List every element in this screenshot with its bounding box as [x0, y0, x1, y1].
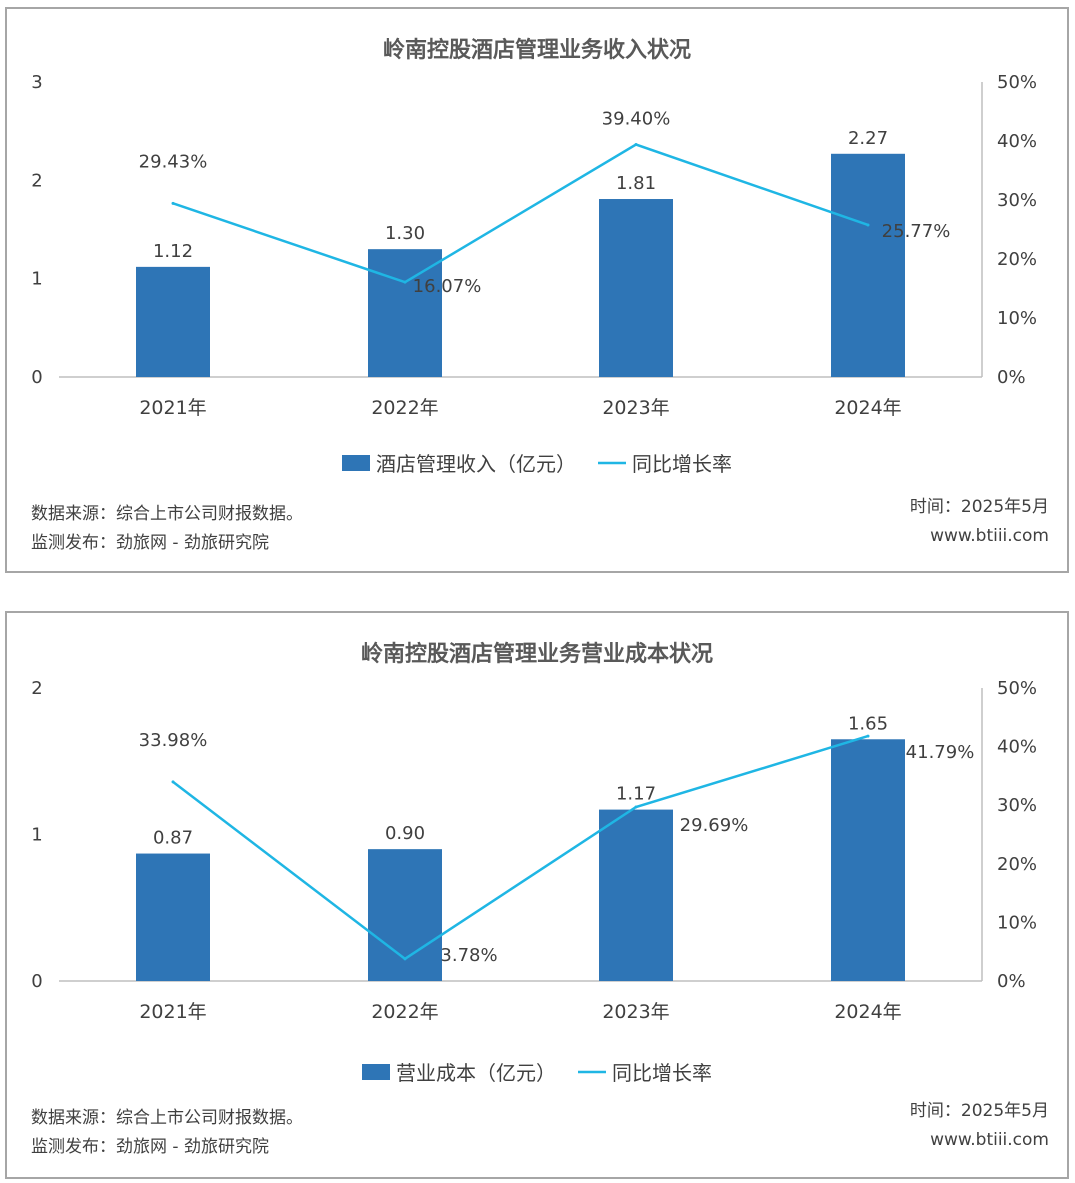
bar — [368, 849, 442, 981]
website: www.btiii.com — [930, 526, 1049, 546]
bar-data-label: 0.87 — [153, 828, 193, 849]
right-axis-tick: 20% — [997, 854, 1037, 875]
legend-line-label: 同比增长率 — [612, 1061, 712, 1085]
right-axis-tick: 50% — [997, 72, 1037, 93]
right-axis-tick: 50% — [997, 678, 1037, 699]
bar-data-label: 0.90 — [385, 823, 425, 844]
category-label: 2023年 — [602, 1001, 669, 1023]
data-source: 数据来源：综合上市公司财报数据。 — [31, 504, 303, 524]
category-label: 2024年 — [834, 1001, 901, 1023]
growth-rate-line — [172, 143, 869, 284]
growth-rate-line — [172, 734, 869, 961]
line-data-label: 25.77% — [882, 221, 951, 242]
data-source: 数据来源：综合上市公司财报数据。 — [31, 1108, 303, 1128]
right-axis-tick: 20% — [997, 249, 1037, 270]
bar-data-label: 2.27 — [848, 128, 888, 149]
right-axis-tick: 30% — [997, 190, 1037, 211]
cost-footer-right: 时间：2025年5月 www.btiii.com — [910, 1097, 1049, 1155]
bar-data-label: 1.81 — [616, 173, 656, 194]
line-data-label: 3.78% — [440, 945, 497, 966]
publish-time: 时间：2025年5月 — [909, 1101, 1049, 1121]
growth-rate-point — [866, 734, 870, 738]
chart-title: 岭南控股酒店管理业务营业成本状况 — [361, 641, 713, 667]
line-data-label: 29.69% — [680, 815, 749, 836]
revenue-chart: 岭南控股酒店管理业务收入状况01230%10%20%30%40%50%1.121… — [31, 37, 1037, 476]
bar-data-label: 1.65 — [848, 713, 888, 734]
bar — [136, 853, 210, 981]
bar-data-label: 1.30 — [385, 223, 425, 244]
revenue-footer-right: 时间：2025年5月 www.btiii.com — [910, 493, 1049, 551]
bar — [831, 739, 905, 981]
bar — [599, 809, 673, 981]
growth-rate-point — [403, 957, 407, 961]
bar — [599, 199, 673, 377]
bar-data-label: 1.17 — [616, 784, 656, 805]
right-axis-tick: 10% — [997, 912, 1037, 933]
line-data-label: 33.98% — [139, 730, 208, 751]
left-axis-tick: 2 — [31, 170, 42, 191]
cost-chart: 岭南控股酒店管理业务营业成本状况0120%10%20%30%40%50%0.87… — [31, 641, 1037, 1085]
legend-bar-label: 酒店管理收入（亿元） — [376, 452, 576, 476]
growth-rate-point — [866, 223, 870, 227]
left-axis-tick: 0 — [31, 971, 42, 992]
bar — [831, 153, 905, 377]
line-data-label: 39.40% — [602, 109, 671, 130]
left-axis-tick: 3 — [31, 72, 42, 93]
right-axis-tick: 40% — [997, 737, 1037, 758]
growth-rate-point — [403, 280, 407, 284]
legend: 酒店管理收入（亿元） 同比增长率 — [342, 452, 732, 476]
category-label: 2021年 — [139, 397, 206, 419]
category-label: 2024年 — [834, 397, 901, 419]
legend: 营业成本（亿元） 同比增长率 — [362, 1061, 712, 1085]
category-label: 2022年 — [371, 397, 438, 419]
revenue-footer-left: 数据来源：综合上市公司财报数据。 监测发布：劲旅网 - 劲旅研究院 — [31, 500, 303, 558]
legend-bar-label: 营业成本（亿元） — [396, 1061, 556, 1085]
bar-data-label: 1.12 — [153, 241, 193, 262]
left-axis-tick: 1 — [31, 269, 42, 290]
right-axis-tick: 10% — [997, 308, 1037, 329]
left-axis-tick: 0 — [31, 367, 42, 388]
growth-rate-point — [171, 201, 175, 205]
legend-line-label: 同比增长率 — [632, 452, 732, 476]
publish-time: 时间：2025年5月 — [909, 497, 1049, 517]
category-label: 2021年 — [139, 1001, 206, 1023]
legend-bar-swatch — [362, 1064, 390, 1080]
legend-bar-swatch — [342, 455, 370, 471]
category-label: 2022年 — [371, 1001, 438, 1023]
growth-rate-point — [634, 143, 638, 147]
revenue-chart-panel: 岭南控股酒店管理业务收入状况 0 1 2 3 0% 10% 20% 30% 40% 50% 1.12 1… — [5, 7, 1069, 573]
bar — [136, 266, 210, 377]
left-axis-tick: 1 — [31, 825, 42, 846]
growth-rate-point — [171, 780, 175, 784]
bar — [368, 249, 442, 377]
right-axis-tick: 40% — [997, 131, 1037, 152]
cost-footer-left: 数据来源：综合上市公司财报数据。 监测发布：劲旅网 - 劲旅研究院 — [31, 1104, 303, 1162]
line-data-label: 41.79% — [906, 742, 975, 763]
right-axis-tick: 0% — [997, 971, 1026, 992]
website: www.btiii.com — [930, 1130, 1049, 1150]
chart-title: 岭南控股酒店管理业务收入状况 — [383, 37, 691, 63]
right-axis-tick: 0% — [997, 367, 1026, 388]
publisher: 监测发布：劲旅网 - 劲旅研究院 — [31, 1137, 269, 1157]
cost-chart-panel: 岭南控股酒店管理业务营业成本状况 0 1 2 0% 10% 20% 30% 40% 50% 0.87… — [5, 611, 1069, 1179]
line-data-label: 16.07% — [413, 276, 482, 297]
growth-rate-point — [634, 805, 638, 809]
category-label: 2023年 — [602, 397, 669, 419]
publisher: 监测发布：劲旅网 - 劲旅研究院 — [31, 533, 269, 553]
left-axis-tick: 2 — [31, 678, 42, 699]
line-data-label: 29.43% — [139, 151, 208, 172]
right-axis-tick: 30% — [997, 795, 1037, 816]
